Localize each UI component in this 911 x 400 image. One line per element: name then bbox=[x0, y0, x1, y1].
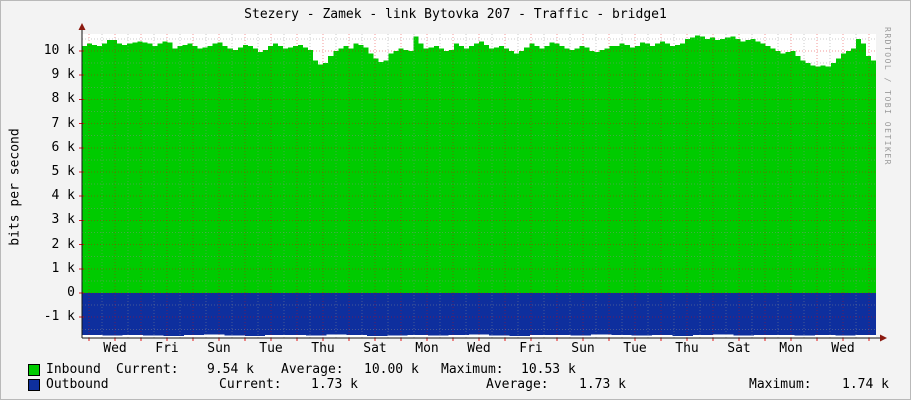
inbound-maximum-label: Maximum: bbox=[441, 362, 504, 377]
y-tick-label: 0 bbox=[67, 285, 75, 300]
y-tick-label: 5 k bbox=[51, 164, 75, 179]
x-tick-label: Tue bbox=[259, 341, 283, 356]
x-tick-label: Tue bbox=[623, 341, 647, 356]
x-tick-label: Fri bbox=[155, 341, 179, 356]
x-tick-label: Wed bbox=[831, 341, 855, 356]
outbound-current-value: 1.73 k bbox=[311, 377, 358, 392]
inbound-average-value: 10.00 k bbox=[364, 362, 419, 377]
inbound-current-value: 9.54 k bbox=[207, 362, 254, 377]
outbound-current-label: Current: bbox=[219, 377, 282, 392]
x-axis-arrow-icon bbox=[880, 334, 887, 342]
y-tick-label: 1 k bbox=[51, 260, 75, 276]
x-tick-label: Sat bbox=[727, 341, 751, 356]
y-axis-arrow-icon bbox=[78, 23, 86, 30]
y-tick-label: 6 k bbox=[51, 139, 75, 155]
graph-title: Stezery - Zamek - link Bytovka 207 - Tra… bbox=[244, 7, 667, 22]
y-tick-label: -1 k bbox=[43, 309, 75, 325]
outbound-area bbox=[82, 293, 876, 337]
inbound-average-label: Average: bbox=[281, 362, 344, 377]
outbound-maximum-label: Maximum: bbox=[749, 377, 812, 392]
outbound-maximum-value: 1.74 k bbox=[842, 377, 889, 392]
y-tick-label: 7 k bbox=[51, 115, 75, 131]
x-tick-label: Mon bbox=[779, 341, 803, 356]
outbound-swatch-icon bbox=[28, 379, 40, 391]
x-tick-label: Sun bbox=[571, 341, 595, 356]
x-tick-label: Fri bbox=[519, 341, 543, 356]
y-tick-label: 3 k bbox=[51, 212, 75, 228]
x-tick-label: Sat bbox=[363, 341, 387, 356]
inbound-label: Inbound bbox=[46, 362, 101, 377]
y-tick-label: 8 k bbox=[51, 91, 75, 107]
y-tick-label: 9 k bbox=[51, 67, 75, 83]
x-tick-label: Thu bbox=[311, 341, 335, 356]
rrdtool-watermark: RRDTOOL / TOBI OETIKER bbox=[883, 27, 892, 166]
outbound-average-label: Average: bbox=[486, 377, 549, 392]
inbound-current-label: Current: bbox=[116, 362, 179, 377]
y-tick-label: 10 k bbox=[43, 43, 75, 58]
y-tick-label: 2 k bbox=[51, 236, 75, 252]
x-tick-label: Mon bbox=[415, 341, 439, 356]
outbound-label: Outbound bbox=[46, 377, 109, 392]
y-tick-label: 4 k bbox=[51, 188, 75, 204]
inbound-swatch-icon bbox=[28, 364, 40, 376]
x-tick-label: Wed bbox=[467, 341, 491, 356]
x-tick-label: Wed bbox=[103, 341, 127, 356]
x-tick-label: Thu bbox=[675, 341, 699, 356]
inbound-maximum-value: 10.53 k bbox=[521, 362, 576, 377]
traffic-plot bbox=[78, 23, 887, 342]
inbound-area bbox=[82, 35, 876, 294]
x-tick-label: Sun bbox=[207, 341, 231, 356]
outbound-average-value: 1.73 k bbox=[579, 377, 626, 392]
